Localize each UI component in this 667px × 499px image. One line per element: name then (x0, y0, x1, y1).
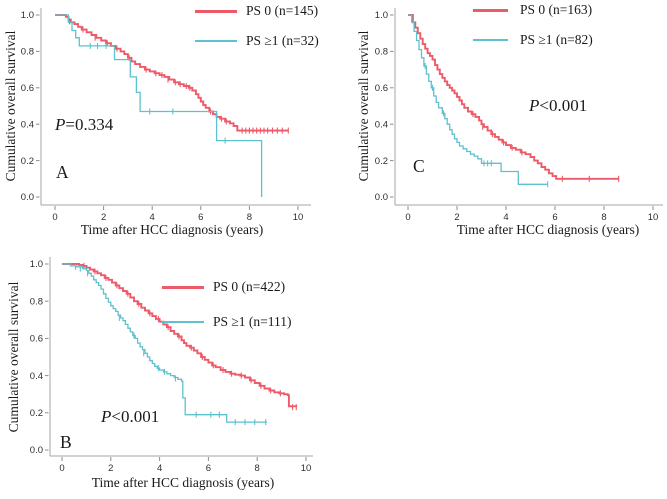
legend: PS 0 (n=422) PS ≥1 (n=111) (162, 278, 292, 348)
legend-line-ps1 (162, 321, 204, 323)
legend-item-ps0: PS 0 (n=422) (162, 278, 292, 296)
x-axis: 0 2 4 6 8 10 (41, 204, 311, 223)
series-ps1 (408, 14, 549, 188)
svg-text:0.8: 0.8 (21, 47, 34, 58)
svg-text:10: 10 (301, 463, 312, 474)
svg-text:0.6: 0.6 (30, 334, 43, 345)
svg-text:2: 2 (108, 463, 113, 474)
legend: PS 0 (n=163) PS ≥1 (n=82) (473, 1, 593, 61)
svg-text:1.0: 1.0 (375, 10, 388, 21)
panel-letter: C (413, 156, 425, 176)
svg-text:6: 6 (552, 212, 557, 223)
svg-text:0.4: 0.4 (30, 371, 43, 382)
x-axis: 0 2 4 6 8 10 (395, 204, 663, 223)
y-axis: 1.0 0.8 0.6 0.4 0.2 0.0 (375, 8, 396, 205)
legend-line-ps0 (473, 8, 508, 12)
y-axis-title: Cumulative overall survival (3, 30, 18, 182)
p-value: P<0.001 (529, 96, 587, 116)
svg-text:0.2: 0.2 (375, 156, 388, 167)
panel-A: 1.0 0.8 0.6 0.4 0.2 0.0 0 2 4 6 8 10 Cumulative ove… (0, 0, 333, 249)
p-symbol: P (101, 407, 112, 426)
legend-line-ps0 (162, 285, 204, 289)
legend-label-ps1: PS ≥1 (n=32) (246, 33, 319, 48)
panel-letter: A (56, 162, 69, 182)
svg-text:10: 10 (648, 212, 659, 223)
svg-text:4: 4 (157, 463, 162, 474)
series-ps1 (55, 14, 263, 197)
x-axis-title: Time after HCC diagnosis (years) (91, 475, 275, 490)
svg-text:0.2: 0.2 (30, 408, 43, 419)
legend-label-ps1: PS ≥1 (n=111) (213, 314, 292, 329)
series-ps0 (408, 14, 620, 182)
svg-text:0.4: 0.4 (21, 119, 34, 130)
legend-item-ps1: PS ≥1 (n=32) (195, 32, 319, 50)
svg-text:0.8: 0.8 (30, 296, 43, 307)
svg-text:0: 0 (405, 212, 410, 223)
panel-C: 1.0 0.8 0.6 0.4 0.2 0.0 0 2 4 6 8 10 Cumulative ove… (333, 0, 667, 249)
legend-line-ps0 (195, 9, 237, 13)
p-symbol: P (529, 96, 540, 115)
legend-item-ps0: PS 0 (n=145) (195, 2, 319, 20)
km-plot-B: 1.0 0.8 0.6 0.4 0.2 0.0 0 2 4 6 8 10 (30, 257, 313, 474)
legend-item-ps1: PS ≥1 (n=82) (473, 31, 593, 49)
km-plot-A: 1.0 0.8 0.6 0.4 0.2 0.0 0 2 4 6 8 10 (21, 8, 311, 223)
svg-text:8: 8 (247, 212, 252, 223)
svg-text:1.0: 1.0 (30, 259, 43, 270)
svg-text:2: 2 (454, 212, 459, 223)
svg-text:0.0: 0.0 (30, 445, 43, 456)
svg-text:6: 6 (198, 212, 203, 223)
y-axis-title: Cumulative overall survival (356, 30, 371, 182)
legend-item-ps0: PS 0 (n=163) (473, 1, 593, 19)
svg-text:0.0: 0.0 (375, 192, 388, 203)
p-number: =0.334 (65, 115, 114, 134)
y-axis: 1.0 0.8 0.6 0.4 0.2 0.0 (30, 257, 51, 456)
svg-text:0.8: 0.8 (375, 47, 388, 58)
p-value: P<0.001 (101, 407, 159, 427)
p-number: <0.001 (539, 96, 588, 115)
legend-label-ps0: PS 0 (n=145) (246, 3, 319, 18)
p-number: <0.001 (111, 407, 160, 426)
svg-text:8: 8 (255, 463, 260, 474)
svg-text:0.2: 0.2 (21, 156, 34, 167)
svg-text:0: 0 (59, 463, 64, 474)
legend-line-ps1 (195, 40, 237, 42)
legend-label-ps1: PS ≥1 (n=82) (520, 32, 593, 47)
svg-text:4: 4 (503, 212, 508, 223)
panel-letter: B (60, 432, 72, 452)
svg-text:10: 10 (293, 212, 304, 223)
p-symbol: P (55, 115, 66, 134)
legend: PS 0 (n=145) PS ≥1 (n=32) (195, 2, 319, 62)
y-axis: 1.0 0.8 0.6 0.4 0.2 0.0 (21, 8, 42, 205)
km-plot-C: 1.0 0.8 0.6 0.4 0.2 0.0 0 2 4 6 8 10 (375, 8, 663, 223)
series-ps1 (62, 263, 267, 426)
svg-text:0.0: 0.0 (21, 192, 34, 203)
legend-item-ps1: PS ≥1 (n=111) (162, 313, 292, 331)
svg-text:8: 8 (601, 212, 606, 223)
svg-text:2: 2 (101, 212, 106, 223)
legend-label-ps0: PS 0 (n=422) (213, 279, 286, 294)
legend-line-ps1 (473, 39, 508, 41)
svg-text:0: 0 (52, 212, 57, 223)
svg-text:1.0: 1.0 (21, 10, 34, 21)
y-axis-title: Cumulative overall survival (6, 281, 21, 433)
svg-text:4: 4 (150, 212, 155, 223)
panel-B: 1.0 0.8 0.6 0.4 0.2 0.0 0 2 4 6 8 10 Cumulative ove… (0, 250, 340, 499)
x-axis: 0 2 4 6 8 10 (50, 455, 313, 474)
x-axis-title: Time after HCC diagnosis (years) (80, 222, 264, 237)
series-ps0 (62, 262, 298, 411)
svg-text:0.4: 0.4 (375, 119, 388, 130)
legend-label-ps0: PS 0 (n=163) (520, 2, 593, 17)
svg-text:0.6: 0.6 (375, 83, 388, 94)
svg-text:0.6: 0.6 (21, 83, 34, 94)
p-value: P=0.334 (55, 115, 113, 135)
svg-text:6: 6 (206, 463, 211, 474)
x-axis-title: Time after HCC diagnosis (years) (456, 222, 640, 237)
